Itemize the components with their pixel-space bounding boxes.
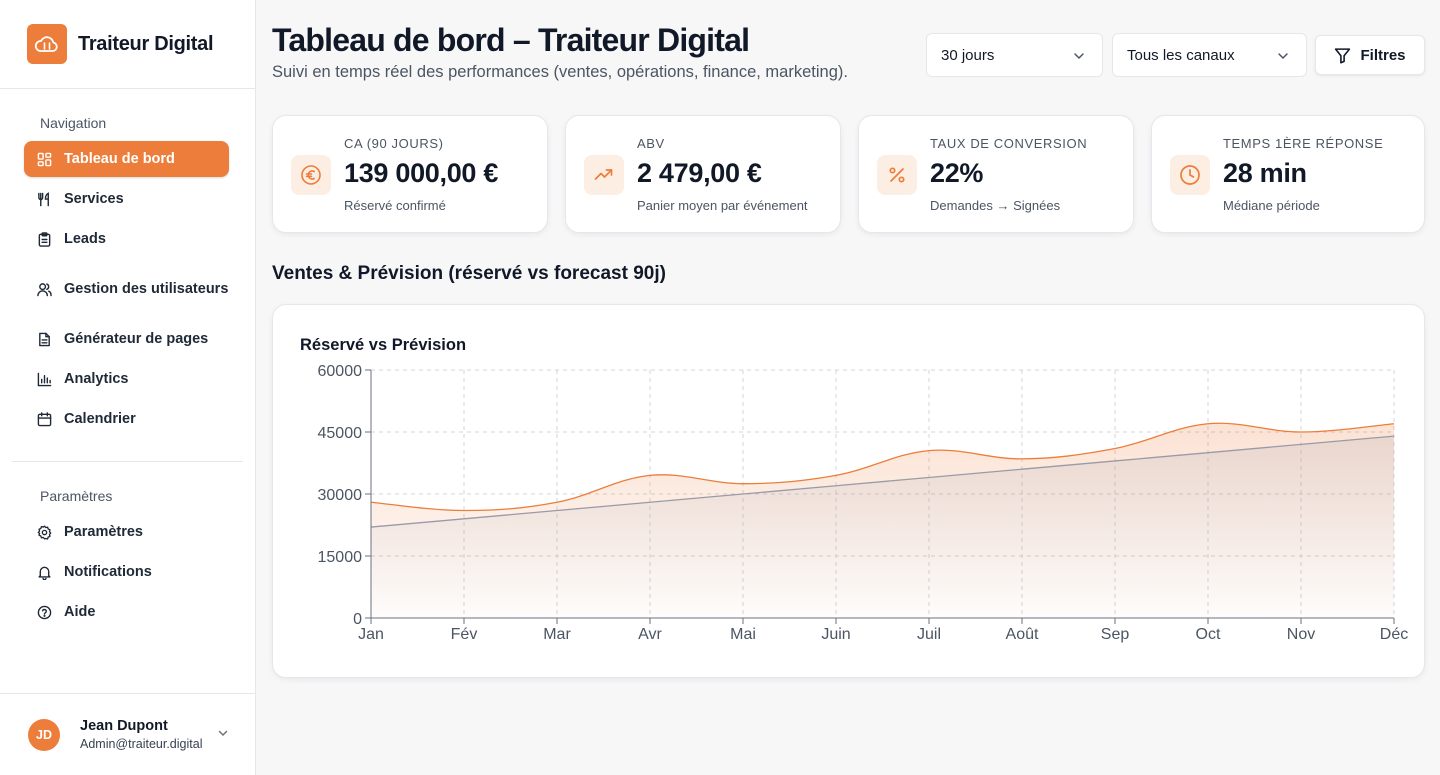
nav-section-title: Navigation bbox=[40, 115, 107, 131]
percent-icon bbox=[877, 155, 917, 195]
kpi-card-abv: ABV 2 479,00 € Panier moyen par événemen… bbox=[565, 115, 841, 233]
x-tick-label: Déc bbox=[1380, 626, 1408, 643]
sidebar-item-label: Calendrier bbox=[64, 411, 136, 427]
y-tick-label: 15000 bbox=[318, 549, 363, 566]
section-title: Ventes & Prévision (réservé vs forecast … bbox=[272, 263, 666, 284]
sidebar-item-label: Aide bbox=[64, 604, 96, 620]
help-icon bbox=[36, 604, 52, 620]
calendar-icon bbox=[36, 411, 52, 427]
kpi-value: 28 min bbox=[1223, 158, 1307, 188]
page-header: Tableau de bord – Traiteur Digital Suivi… bbox=[272, 22, 848, 82]
brand-name: Traiteur Digital bbox=[78, 32, 214, 55]
cloud-utensils-icon bbox=[27, 24, 67, 64]
kpi-label: Temps 1ère réponse bbox=[1223, 136, 1384, 151]
clock-icon bbox=[1170, 155, 1210, 195]
sidebar-item-label: Services bbox=[64, 191, 124, 207]
period-select[interactable]: 30 jours bbox=[926, 33, 1103, 77]
bell-icon bbox=[36, 564, 52, 580]
kpi-card-revenue: CA (90 jours) 139 000,00 € Réservé confi… bbox=[272, 115, 548, 233]
x-tick-label: Juin bbox=[821, 626, 850, 643]
channel-select-value: Tous les canaux bbox=[1127, 46, 1235, 64]
nav-divider bbox=[12, 461, 243, 462]
x-tick-label: Juil bbox=[917, 626, 941, 643]
chevron-down-icon bbox=[1072, 49, 1086, 67]
x-tick-label: Jan bbox=[358, 626, 384, 643]
sidebar-item-analytics[interactable]: Analytics bbox=[24, 361, 229, 397]
kpi-label: Taux de conversion bbox=[930, 136, 1088, 151]
x-tick-label: Fév bbox=[451, 626, 478, 643]
x-tick-label: Nov bbox=[1287, 626, 1315, 643]
sidebar: Traiteur Digital Navigation Tableau de b… bbox=[0, 0, 256, 775]
utensils-icon bbox=[36, 191, 52, 207]
y-tick-label: 30000 bbox=[318, 487, 363, 504]
kpi-card-response-time: Temps 1ère réponse 28 min Médiane périod… bbox=[1151, 115, 1425, 233]
series-line-reserve bbox=[370, 422, 1395, 512]
filters-button[interactable]: Filtres bbox=[1315, 35, 1425, 75]
kpi-value: 2 479,00 € bbox=[637, 158, 762, 188]
filter-icon bbox=[1335, 47, 1351, 64]
kpi-subtitle: Réservé confirmé bbox=[344, 198, 446, 213]
x-tick-label: Mar bbox=[543, 626, 571, 643]
chart-title: Réservé vs Prévision bbox=[300, 336, 467, 354]
sidebar-item-notifications[interactable]: Notifications bbox=[24, 554, 229, 590]
x-tick-label: Avr bbox=[638, 626, 662, 643]
sidebar-item-label: Générateur de pages bbox=[64, 331, 209, 347]
sidebar-item-calendar[interactable]: Calendrier bbox=[24, 401, 229, 437]
series-line-prevision bbox=[370, 435, 1395, 528]
kpi-value: 22% bbox=[930, 158, 984, 188]
filters-button-label: Filtres bbox=[1360, 46, 1406, 64]
brand[interactable]: Traiteur Digital bbox=[0, 0, 255, 89]
sidebar-item-page-generator[interactable]: Générateur de pages bbox=[24, 321, 229, 357]
settings-section-title: Paramètres bbox=[40, 488, 113, 504]
kpi-subtitle: Panier moyen par événement bbox=[637, 198, 808, 213]
x-tick-label: Sep bbox=[1101, 626, 1130, 643]
series-area-prevision bbox=[371, 436, 1394, 618]
page-title: Tableau de bord – Traiteur Digital bbox=[272, 22, 750, 58]
y-tick-label: 45000 bbox=[318, 425, 363, 442]
sidebar-item-label: Tableau de bord bbox=[64, 151, 175, 167]
sales-forecast-chart: 0 15000 30000 45000 60000 Jan Fév Mar Avr Mai Juin… bbox=[318, 363, 1409, 643]
euro-icon bbox=[291, 155, 331, 195]
x-tick-label: Mai bbox=[730, 626, 756, 643]
user-menu[interactable]: JD Jean Dupont Admin@traiteur.digital bbox=[0, 693, 255, 775]
y-tick-label: 60000 bbox=[318, 363, 363, 380]
kpi-card-conversion: Taux de conversion 22% Demandes → Signée… bbox=[858, 115, 1134, 233]
page-subtitle: Suivi en temps réel des performances (ve… bbox=[272, 63, 848, 81]
user-name: Jean Dupont bbox=[80, 718, 168, 734]
dashboard-icon bbox=[36, 151, 52, 167]
sidebar-item-leads[interactable]: Leads bbox=[24, 221, 229, 257]
chevron-down-icon[interactable] bbox=[216, 726, 230, 745]
clipboard-icon bbox=[36, 231, 52, 247]
gear-icon bbox=[36, 524, 52, 540]
kpi-label: CA (90 jours) bbox=[344, 136, 444, 151]
channel-select[interactable]: Tous les canaux bbox=[1112, 33, 1307, 77]
x-tick-label: Oct bbox=[1196, 626, 1221, 643]
sidebar-item-settings[interactable]: Paramètres bbox=[24, 514, 229, 550]
kpi-value: 139 000,00 € bbox=[344, 158, 499, 188]
kpi-subtitle: Médiane période bbox=[1223, 198, 1320, 213]
kpi-label: ABV bbox=[637, 136, 665, 151]
kpi-subtitle: Demandes → Signées bbox=[930, 198, 1061, 213]
sidebar-item-users[interactable]: Gestion des utilisateurs bbox=[24, 267, 229, 311]
file-icon bbox=[36, 331, 52, 347]
chevron-down-icon bbox=[1276, 49, 1290, 67]
y-tick-label: 0 bbox=[353, 611, 362, 628]
avatar: JD bbox=[28, 718, 60, 751]
sidebar-item-services[interactable]: Services bbox=[24, 181, 229, 217]
sidebar-item-dashboard[interactable]: Tableau de bord bbox=[24, 141, 229, 177]
trending-up-icon bbox=[584, 155, 624, 195]
period-select-value: 30 jours bbox=[941, 46, 995, 64]
user-email: Admin@traiteur.digital bbox=[80, 737, 203, 751]
sidebar-item-label: Analytics bbox=[64, 371, 129, 387]
sidebar-item-label: Leads bbox=[64, 231, 106, 247]
sales-forecast-chart-card: Réservé vs Prévision 0 15000 30000 45000 600… bbox=[272, 304, 1425, 678]
bar-chart-icon bbox=[36, 371, 52, 387]
x-tick-label: Août bbox=[1006, 626, 1039, 643]
sidebar-item-label: Gestion des utilisateurs bbox=[64, 281, 229, 297]
sidebar-item-label: Paramètres bbox=[64, 524, 143, 540]
sidebar-item-label: Notifications bbox=[64, 564, 152, 580]
users-icon bbox=[36, 281, 52, 297]
sidebar-item-help[interactable]: Aide bbox=[24, 594, 229, 630]
